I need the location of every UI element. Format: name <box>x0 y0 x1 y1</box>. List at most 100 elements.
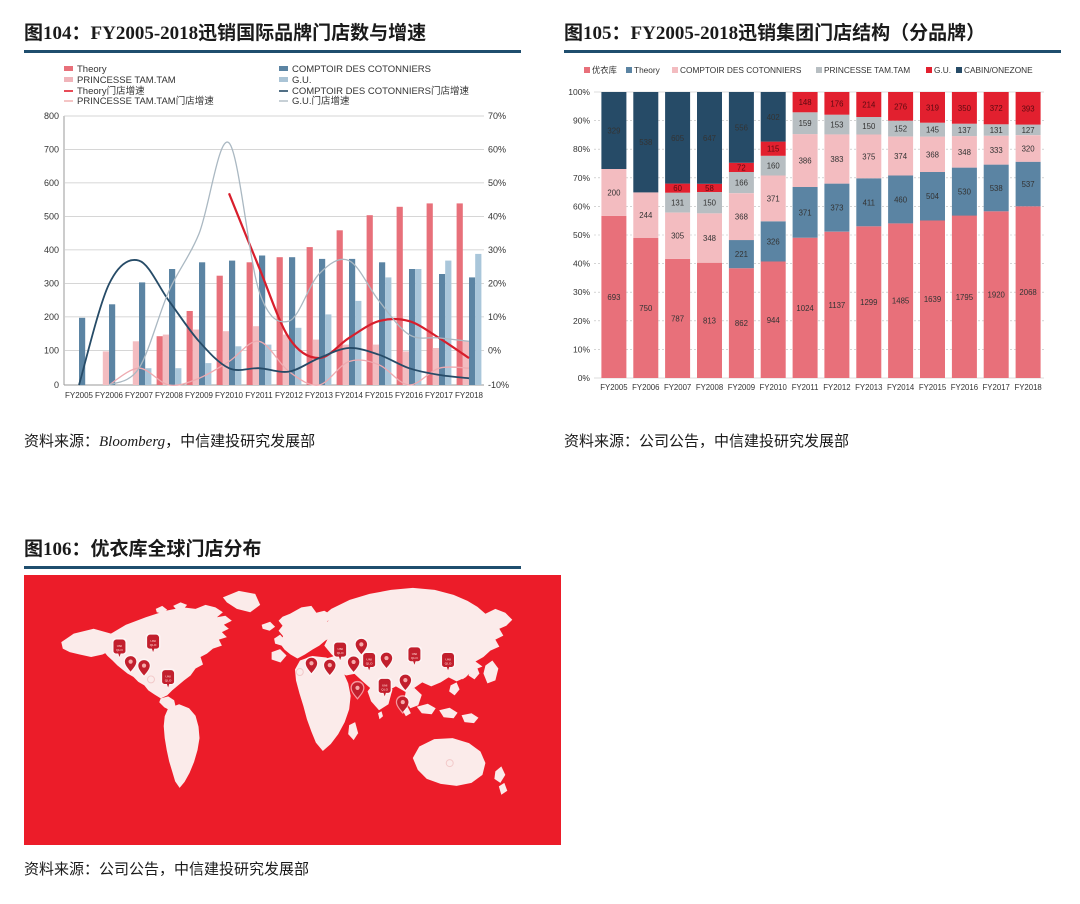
svg-text:Theory: Theory <box>77 64 107 75</box>
svg-text:1639: 1639 <box>924 295 941 304</box>
svg-text:FY2008: FY2008 <box>155 391 184 400</box>
svg-text:371: 371 <box>799 208 812 217</box>
svg-text:460: 460 <box>894 195 908 204</box>
svg-text:50%: 50% <box>488 178 506 188</box>
svg-text:0: 0 <box>54 380 59 390</box>
svg-text:FY2010: FY2010 <box>215 391 244 400</box>
svg-text:800: 800 <box>44 111 59 121</box>
svg-text:538: 538 <box>990 184 1003 193</box>
svg-text:375: 375 <box>862 152 876 161</box>
svg-text:70%: 70% <box>573 173 590 183</box>
svg-text:600: 600 <box>44 178 59 188</box>
svg-text:FY2009: FY2009 <box>728 383 755 392</box>
svg-text:127: 127 <box>1022 126 1035 135</box>
svg-text:556: 556 <box>735 123 748 132</box>
svg-text:FY2012: FY2012 <box>275 391 304 400</box>
svg-text:10%: 10% <box>488 312 506 322</box>
svg-text:COMPTOIR DES COTONNIERS: COMPTOIR DES COTONNIERS <box>292 64 431 75</box>
svg-text:402: 402 <box>767 113 780 122</box>
svg-text:166: 166 <box>735 179 748 188</box>
svg-text:1299: 1299 <box>860 298 877 307</box>
svg-text:90%: 90% <box>573 116 590 126</box>
svg-text:FY2007: FY2007 <box>664 383 691 392</box>
svg-text:862: 862 <box>735 319 748 328</box>
svg-text:Theory: Theory <box>634 65 661 75</box>
svg-text:700: 700 <box>44 144 59 154</box>
svg-text:500: 500 <box>44 211 59 221</box>
svg-text:787: 787 <box>671 314 684 323</box>
svg-text:60%: 60% <box>573 201 590 211</box>
svg-text:72: 72 <box>737 163 746 172</box>
svg-text:368: 368 <box>926 150 939 159</box>
svg-text:G.U.门店增速: G.U.门店增速 <box>292 95 350 107</box>
svg-text:200: 200 <box>44 312 59 322</box>
svg-text:FY2015: FY2015 <box>365 391 394 400</box>
svg-text:750: 750 <box>639 304 653 313</box>
svg-text:150: 150 <box>703 199 717 208</box>
svg-text:FY2011: FY2011 <box>245 391 273 400</box>
svg-text:368: 368 <box>735 213 748 222</box>
svg-text:PRINCESSE TAM.TAM: PRINCESSE TAM.TAM <box>77 75 176 86</box>
svg-text:371: 371 <box>767 194 780 203</box>
svg-text:276: 276 <box>894 102 907 111</box>
svg-text:80%: 80% <box>573 144 590 154</box>
svg-text:CABIN/ONEZONE: CABIN/ONEZONE <box>964 65 1033 75</box>
svg-text:100%: 100% <box>568 87 590 97</box>
svg-text:348: 348 <box>703 234 716 243</box>
svg-text:386: 386 <box>799 157 812 166</box>
svg-text:160: 160 <box>767 162 781 171</box>
svg-text:40%: 40% <box>488 211 506 221</box>
svg-text:145: 145 <box>926 126 940 135</box>
svg-text:348: 348 <box>958 148 971 157</box>
svg-text:1920: 1920 <box>988 291 1006 300</box>
svg-text:50%: 50% <box>573 230 590 240</box>
svg-text:PRINCESSE TAM.TAM门店增速: PRINCESSE TAM.TAM门店增速 <box>77 95 214 107</box>
svg-text:-10%: -10% <box>488 380 509 390</box>
svg-text:305: 305 <box>671 232 685 241</box>
svg-text:374: 374 <box>894 152 908 161</box>
svg-text:优衣库: 优衣库 <box>592 65 617 75</box>
svg-text:FY2014: FY2014 <box>335 391 364 400</box>
svg-text:FY2006: FY2006 <box>632 383 659 392</box>
svg-text:153: 153 <box>830 121 843 130</box>
svg-text:0%: 0% <box>578 373 591 383</box>
svg-text:320: 320 <box>1022 145 1036 154</box>
svg-text:159: 159 <box>799 119 812 128</box>
svg-text:G.U.: G.U. <box>292 75 312 86</box>
svg-text:FY2009: FY2009 <box>185 391 214 400</box>
svg-text:FY2016: FY2016 <box>395 391 424 400</box>
svg-text:FY2005: FY2005 <box>600 383 628 392</box>
svg-text:FY2008: FY2008 <box>696 383 723 392</box>
svg-text:FY2006: FY2006 <box>95 391 124 400</box>
svg-text:538: 538 <box>639 138 652 147</box>
svg-text:FY2018: FY2018 <box>455 391 484 400</box>
svg-text:FY2015: FY2015 <box>919 383 947 392</box>
svg-text:214: 214 <box>862 101 876 110</box>
svg-text:944: 944 <box>767 316 781 325</box>
svg-text:372: 372 <box>990 104 1003 113</box>
svg-text:60: 60 <box>673 184 682 193</box>
svg-text:1137: 1137 <box>829 301 846 310</box>
svg-text:319: 319 <box>926 103 939 112</box>
svg-text:504: 504 <box>926 192 940 201</box>
svg-text:FY2018: FY2018 <box>1014 383 1041 392</box>
svg-text:221: 221 <box>735 250 748 259</box>
svg-text:400: 400 <box>44 245 59 255</box>
svg-text:40%: 40% <box>573 259 590 269</box>
svg-text:1795: 1795 <box>956 293 974 302</box>
svg-text:G.U.: G.U. <box>934 65 951 75</box>
svg-text:333: 333 <box>990 146 1003 155</box>
svg-text:605: 605 <box>671 134 685 143</box>
svg-text:FY2013: FY2013 <box>855 383 882 392</box>
svg-text:300: 300 <box>44 278 59 288</box>
svg-text:1485: 1485 <box>892 297 910 306</box>
svg-text:10%: 10% <box>573 344 590 354</box>
svg-text:30%: 30% <box>573 287 590 297</box>
svg-text:813: 813 <box>703 316 716 325</box>
svg-text:383: 383 <box>830 155 843 164</box>
svg-text:30%: 30% <box>488 245 506 255</box>
svg-text:329: 329 <box>607 127 620 136</box>
svg-text:373: 373 <box>830 204 843 213</box>
svg-text:350: 350 <box>958 104 972 113</box>
svg-text:FY2016: FY2016 <box>951 383 978 392</box>
